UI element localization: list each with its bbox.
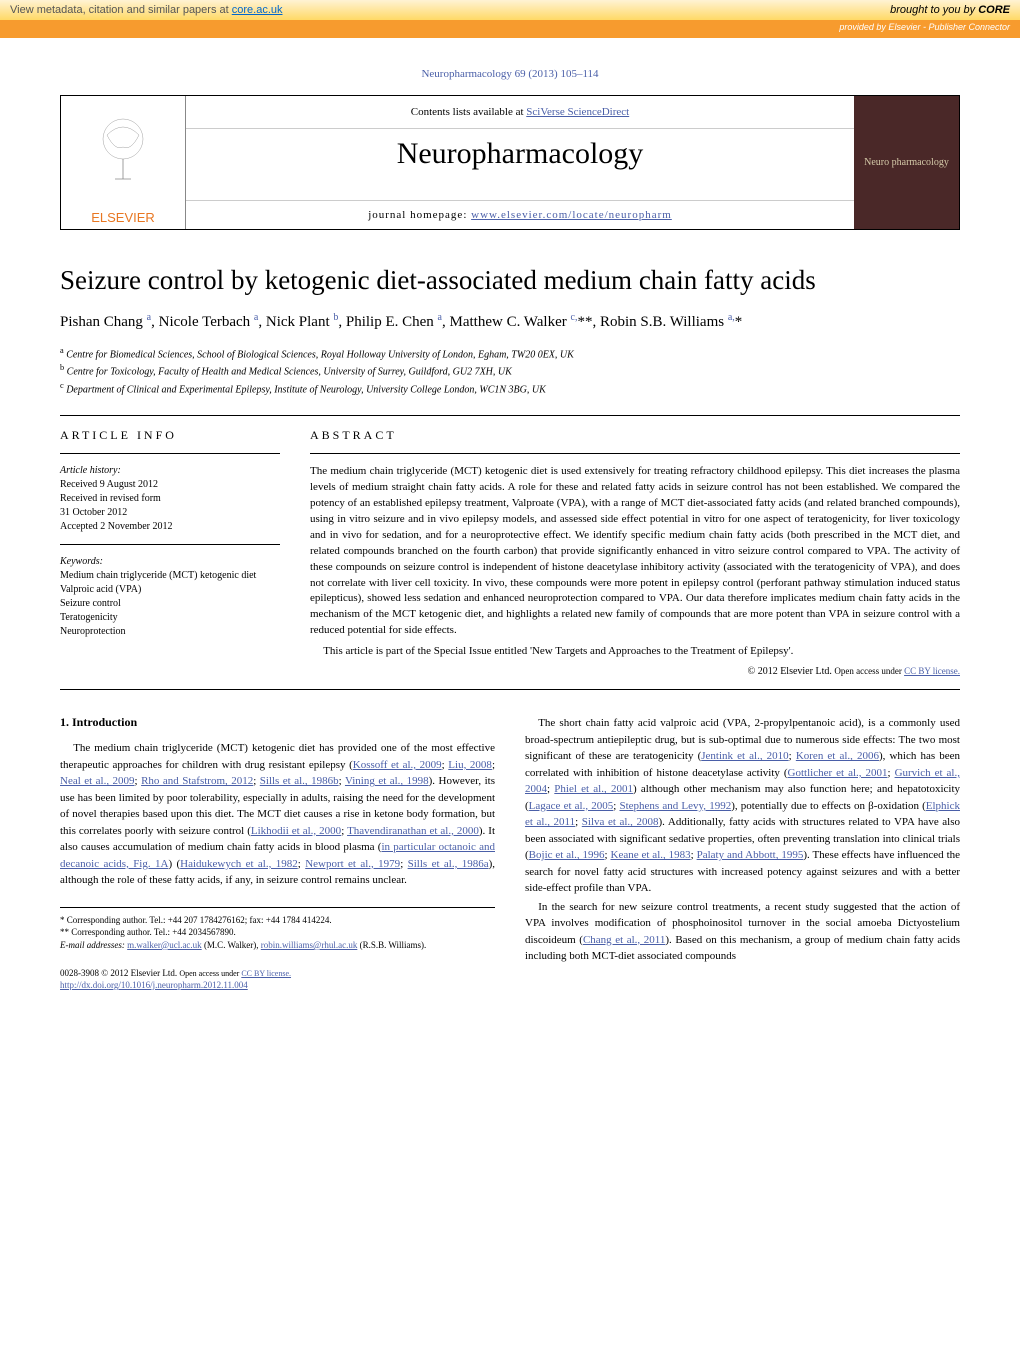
abstract-copyright: © 2012 Elsevier Ltd. Open access under C…	[310, 666, 960, 677]
footnote-2: ** Corresponding author. Tel.: +44 20345…	[60, 926, 495, 939]
history-line: Received in revised form	[60, 492, 280, 506]
brought-by: brought to you by CORE	[890, 4, 1010, 16]
scidirect-link[interactable]: SciVerse ScienceDirect	[526, 106, 629, 118]
elsevier-label: ELSEVIER	[61, 206, 185, 229]
bottom-license-link[interactable]: CC BY license.	[241, 969, 291, 978]
core-link[interactable]: core.ac.uk	[232, 4, 283, 16]
elsevier-tree-icon	[61, 96, 185, 206]
header-center: Contents lists available at SciVerse Sci…	[186, 96, 854, 229]
abstract: ABSTRACT The medium chain triglyceride (…	[295, 416, 960, 689]
email-williams[interactable]: robin.williams@rhul.ac.uk	[261, 940, 358, 950]
bottom-meta: 0028-3908 © 2012 Elsevier Ltd. Open acce…	[60, 967, 495, 992]
left-column: 1. Introduction The medium chain triglyc…	[60, 715, 495, 991]
article-history: Article history: Received 9 August 2012R…	[60, 464, 280, 534]
intro-col1-p1: The medium chain triglyceride (MCT) keto…	[60, 740, 495, 889]
intro-header: 1. Introduction	[60, 715, 495, 730]
abstract-text: The medium chain triglyceride (MCT) keto…	[310, 464, 960, 660]
intro-col2-p2: In the search for new seizure control tr…	[525, 899, 960, 965]
keyword: Teratogenicity	[60, 611, 280, 625]
banner-text: View metadata, citation and similar pape…	[10, 4, 232, 16]
author-list: Pishan Chang a, Nicole Terbach a, Nick P…	[60, 311, 960, 333]
affiliations: a Centre for Biomedical Sciences, School…	[60, 345, 960, 397]
core-banner: View metadata, citation and similar pape…	[0, 0, 1020, 20]
keywords-label: Keywords:	[60, 555, 280, 569]
journal-reference: Neuropharmacology 69 (2013) 105–114	[60, 68, 960, 80]
journal-header: ELSEVIER Contents lists available at Sci…	[60, 95, 960, 230]
keyword: Seizure control	[60, 597, 280, 611]
keyword: Medium chain triglyceride (MCT) ketogeni…	[60, 569, 280, 583]
history-label: Article history:	[60, 464, 280, 478]
email-walker[interactable]: m.walker@ucl.ac.uk	[127, 940, 202, 950]
homepage-link[interactable]: www.elsevier.com/locate/neuropharm	[471, 209, 672, 221]
abstract-para1: The medium chain triglyceride (MCT) keto…	[310, 464, 960, 639]
footnote-1: * Corresponding author. Tel.: +44 207 17…	[60, 914, 495, 927]
keyword: Valproic acid (VPA)	[60, 583, 280, 597]
banner-left: View metadata, citation and similar pape…	[10, 4, 283, 16]
keywords-block: Keywords: Medium chain triglyceride (MCT…	[60, 555, 280, 639]
article-info-header: ARTICLE INFO	[60, 428, 280, 443]
info-abstract-row: ARTICLE INFO Article history: Received 9…	[60, 415, 960, 690]
provider-strip: provided by Elsevier - Publisher Connect…	[0, 20, 1020, 38]
article-title: Seizure control by ketogenic diet-associ…	[60, 265, 960, 296]
abstract-para2: This article is part of the Special Issu…	[310, 644, 960, 660]
footnotes: * Corresponding author. Tel.: +44 207 17…	[60, 907, 495, 952]
history-line: Accepted 2 November 2012	[60, 520, 280, 534]
history-line: 31 October 2012	[60, 506, 280, 520]
publisher-logo-area: ELSEVIER	[61, 96, 186, 229]
article-info: ARTICLE INFO Article history: Received 9…	[60, 416, 295, 689]
issn-line: 0028-3908 © 2012 Elsevier Ltd. Open acce…	[60, 967, 495, 980]
abstract-header: ABSTRACT	[310, 428, 960, 443]
history-line: Received 9 August 2012	[60, 478, 280, 492]
keyword: Neuroprotection	[60, 625, 280, 639]
journal-cover-thumb: Neuro pharmacology	[854, 96, 959, 229]
doi-link[interactable]: http://dx.doi.org/10.1016/j.neuropharm.2…	[60, 980, 248, 990]
body-columns: 1. Introduction The medium chain triglyc…	[60, 715, 960, 991]
journal-title: Neuropharmacology	[186, 129, 854, 200]
right-column: The short chain fatty acid valproic acid…	[525, 715, 960, 991]
license-link[interactable]: CC BY license.	[904, 666, 960, 676]
footnote-emails: E-mail addresses: m.walker@ucl.ac.uk (M.…	[60, 939, 495, 952]
contents-line: Contents lists available at SciVerse Sci…	[186, 96, 854, 129]
intro-text-right: The short chain fatty acid valproic acid…	[525, 715, 960, 965]
intro-text-left: The medium chain triglyceride (MCT) keto…	[60, 740, 495, 889]
homepage-line: journal homepage: www.elsevier.com/locat…	[186, 200, 854, 229]
intro-col2-p1: The short chain fatty acid valproic acid…	[525, 715, 960, 897]
banner-right: brought to you by CORE	[890, 4, 1010, 16]
